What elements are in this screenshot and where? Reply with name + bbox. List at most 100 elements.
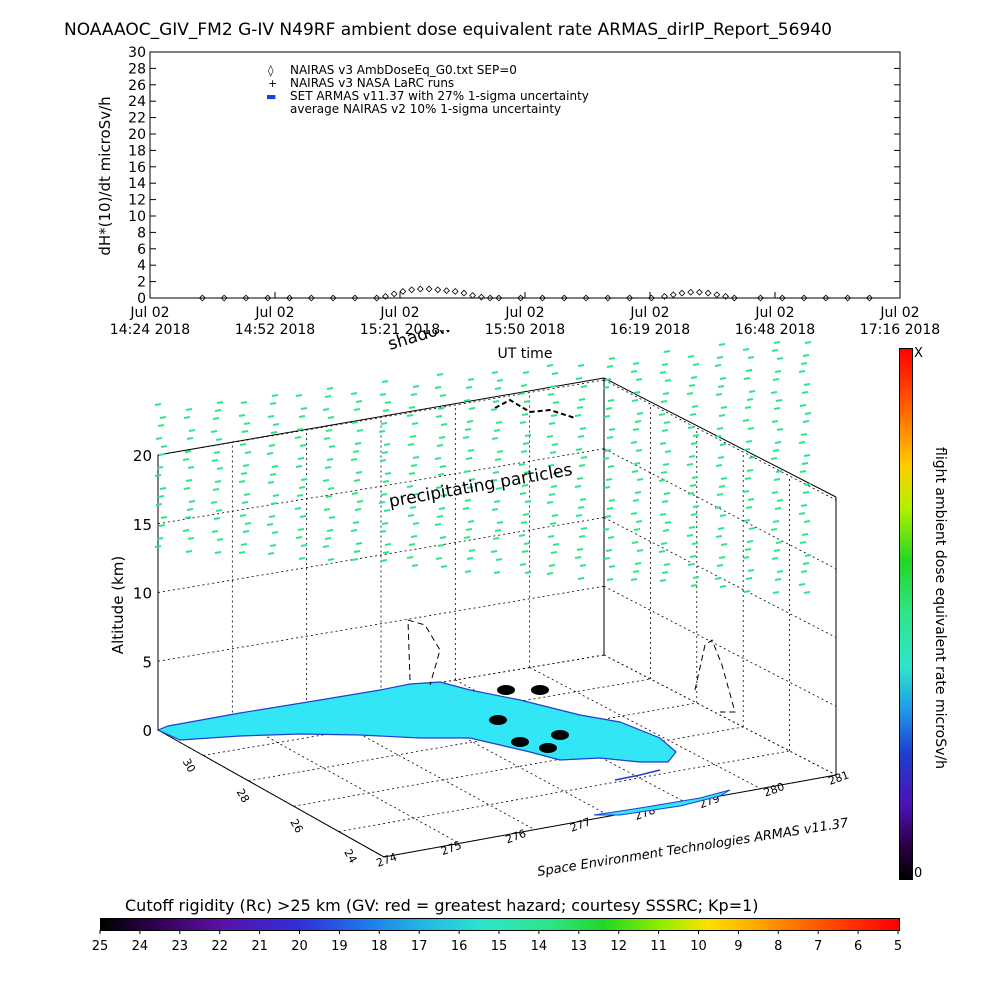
particle-dash [575,377,583,380]
particle-dash [466,557,474,560]
bottom-colorbar-tick-label: 15 [491,939,508,954]
particle-dash [186,437,194,440]
top-series-marker [264,294,272,302]
top-x-tick-label-date: Jul 02 [504,305,544,321]
top-y-tick-label: 8 [137,225,146,241]
particle-dash [802,491,810,494]
particle-dash [550,551,558,554]
top-series-marker [704,289,712,297]
longitude-tick-label: 281 [827,768,851,787]
particle-dash [325,495,333,498]
particle-dash [775,470,783,473]
particle-dash [774,578,782,581]
particle-dash [603,557,611,560]
particle-dash [271,531,279,534]
particle-dash [578,535,586,538]
top-y-axis-label: dH*(10)/dt microSv/h [96,96,114,255]
particle-dash [490,550,498,553]
particle-dash [215,509,223,512]
particle-dash [355,471,363,474]
particle-dash [492,400,500,403]
particle-dash [687,355,695,358]
particle-dash [608,565,616,568]
top-x-tick-label-time: 14:52 2018 [235,322,315,338]
particle-dash [490,479,498,482]
particle-dash [745,506,753,509]
bottom-colorbar-ticks: 25 24 23 22 21 20 19 18 17 16 15 14 13 12 11 10 9 8 7 6 5 [92,930,902,954]
particle-dash [746,398,754,401]
particle-dash [436,444,444,447]
particle-dash [658,413,666,416]
top-series-marker [517,294,525,302]
particle-dash [185,408,193,411]
top-series-marker [757,294,764,302]
particle-dash [689,555,697,558]
keys-island [593,789,731,816]
top-x-tick-label-date: Jul 02 [629,305,669,321]
particle-dash [465,386,473,389]
particle-dash [408,472,416,475]
particle-dash [803,520,811,523]
bottom-colorbar-tick-label: 11 [650,939,667,954]
top-series-marker [582,294,590,302]
bottom-colorbar-tick-label: 7 [814,939,822,954]
precipitating-particles-annotation: precipitating particles [387,460,574,512]
particle-dash [298,415,306,418]
particle-dash [463,470,471,473]
particle-dash [635,449,643,452]
top-series-marker [220,294,228,302]
particle-dash [185,479,193,482]
top-legend-symbol-1: ◊ [268,64,274,77]
particle-dash [549,385,557,388]
top-series-marker [678,289,686,297]
particle-dash [351,558,359,561]
particle-dash [409,506,417,509]
particle-dash [664,521,672,524]
top-series-marker [722,292,729,300]
particle-dash [803,383,811,386]
top-y-tick-label: 22 [128,111,146,127]
top-series-marker [460,289,468,297]
particle-dash [464,428,472,431]
longitude-tick-label: 277 [568,815,592,834]
particle-dash [577,506,585,509]
particle-dash [384,543,392,546]
particle-dash [662,463,670,466]
top-series-marker [351,294,359,302]
particle-dash [188,429,196,432]
grid-line [603,379,837,501]
particle-dash [772,449,780,452]
particle-dash [411,564,419,567]
particle-dash [691,405,699,408]
particle-dash [214,551,222,554]
particle-dash [440,494,448,497]
particle-dash [608,428,616,431]
bottom-colorbar-tick-label: 13 [571,939,588,954]
particle-dash [689,484,697,487]
particle-dash [688,455,696,458]
particle-dash [271,394,279,397]
particle-dash [353,408,361,411]
particle-dash [294,507,302,510]
particle-dash [300,407,308,410]
particle-dash [491,437,499,440]
particle-dash [633,528,641,531]
particle-dash [632,570,640,573]
particle-dash [437,473,445,476]
bottom-colorbar-tick-label: 8 [774,939,782,954]
particle-dash [663,492,671,495]
particle-dash [546,435,554,438]
particle-dash [154,474,162,477]
particle-dash [636,478,644,481]
particle-dash [692,505,700,508]
chart-title: NOAAAOC_GIV_FM2 G-IV N49RF ambient dose … [64,20,832,40]
particle-dash [270,431,278,434]
particle-dash [356,429,364,432]
particle-dash [494,458,502,461]
particle-dash [520,450,528,453]
particle-dash [266,452,274,455]
particle-dash [744,406,752,409]
particle-dash [773,549,781,552]
top-series-marker [443,287,450,295]
particle-dash [630,441,638,444]
